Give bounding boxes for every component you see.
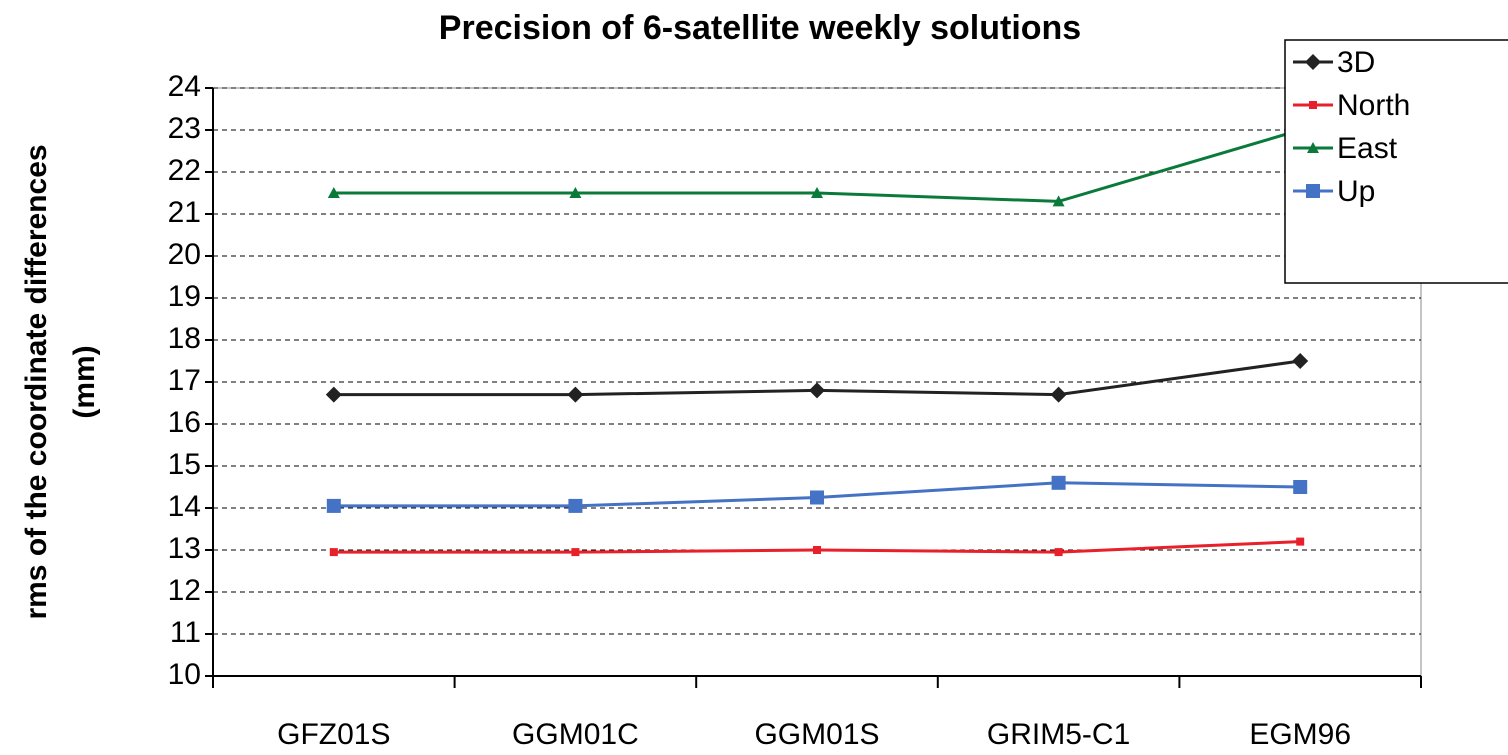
marker [810, 490, 824, 505]
marker [571, 548, 580, 557]
x-tick-label: GGM01C [512, 718, 639, 751]
x-tick-label: GGM01S [754, 718, 879, 751]
y-axis-title-line: (mm) [68, 345, 101, 418]
marker [1292, 353, 1309, 369]
y-tick-label: 15 [168, 448, 201, 481]
y-axis-title: rms of the coordinate differences (mm) [20, 144, 101, 619]
y-tick-label: 24 [168, 70, 201, 103]
marker [809, 382, 825, 399]
legend-label: North [1337, 89, 1410, 122]
marker [1052, 195, 1065, 207]
marker [1051, 475, 1066, 490]
x-tick-label: GFZ01S [277, 718, 390, 751]
marker [1307, 142, 1319, 153]
marker [569, 187, 582, 198]
x-tick-label: GRIM5-C1 [987, 718, 1130, 751]
marker [1050, 386, 1067, 403]
y-tick-label: 17 [168, 364, 201, 397]
marker [1306, 184, 1320, 198]
y-tick-label: 13 [168, 532, 201, 565]
chart-title: Precision of 6-satellite weekly solution… [439, 9, 1081, 47]
y-tick-label: 12 [168, 574, 201, 607]
marker [1296, 537, 1305, 546]
y-tick-label: 14 [168, 490, 201, 523]
marker [329, 548, 338, 557]
marker [325, 386, 342, 403]
y-tick-label: 21 [168, 196, 201, 229]
marker [567, 386, 584, 403]
x-tick-label: EGM96 [1249, 718, 1351, 751]
y-tick-label: 20 [168, 238, 201, 271]
marker [1309, 101, 1317, 109]
y-tick-label: 11 [170, 616, 201, 649]
marker [811, 187, 823, 198]
marker [1054, 548, 1063, 557]
y-tick-label: 18 [168, 322, 201, 355]
marker [326, 498, 341, 513]
legend-label: Up [1337, 175, 1375, 208]
marker [1305, 54, 1321, 70]
y-axis-title-line: rms of the coordinate differences [20, 144, 53, 619]
marker [1293, 480, 1308, 494]
legend-label: East [1337, 132, 1398, 165]
marker [813, 546, 821, 554]
y-tick-label: 23 [168, 112, 201, 145]
legend-label: 3D [1337, 46, 1375, 79]
y-tick-label: 22 [168, 154, 201, 187]
y-tick-label: 19 [168, 280, 201, 313]
legend-box [1284, 39, 1508, 284]
marker [327, 187, 340, 198]
y-tick-label: 16 [168, 406, 201, 439]
marker [568, 498, 583, 513]
y-tick-label: 10 [168, 658, 201, 691]
